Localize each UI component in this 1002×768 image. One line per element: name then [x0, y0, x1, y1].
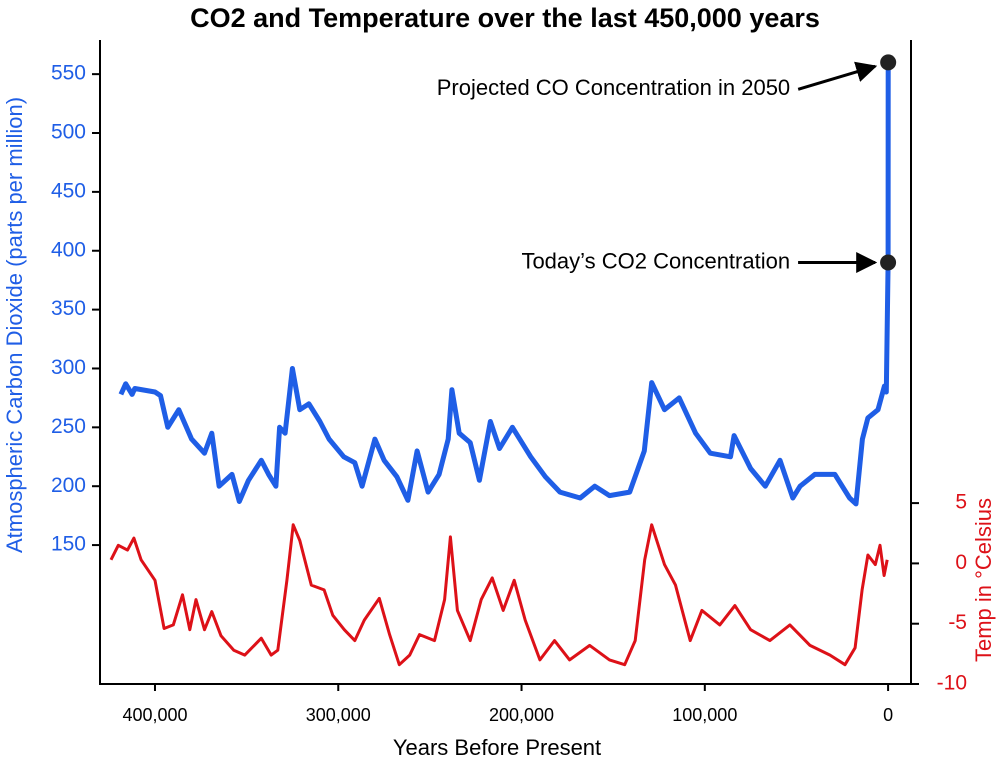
y2-tick-label: -10 — [937, 672, 967, 695]
annotation-point — [880, 254, 897, 271]
y-tick-label: 450 — [51, 179, 86, 202]
y-tick-label: 550 — [51, 62, 86, 85]
annotation-text: Today’s CO2 Concentration — [521, 248, 790, 273]
chart-title: CO2 and Temperature over the last 450,00… — [190, 3, 820, 33]
x-tick-label: 200,000 — [489, 705, 554, 725]
y-tick-label: 350 — [51, 297, 86, 320]
annotation-point — [880, 54, 897, 71]
x-tick-label: 300,000 — [306, 705, 371, 725]
y-tick-label: 250 — [51, 415, 86, 438]
y2-axis-title: Temp in °Celsius — [971, 498, 996, 662]
y-tick-label: 400 — [51, 238, 86, 261]
y2-tick-label: 0 — [955, 551, 967, 574]
series-line — [109, 523, 889, 667]
x-tick-label: 100,000 — [672, 705, 737, 725]
x-axis-title: Years Before Present — [393, 735, 601, 760]
y-tick-label: 300 — [51, 356, 86, 379]
x-tick-label: 0 — [883, 705, 893, 725]
y-axis-title: Atmospheric Carbon Dioxide (parts per mi… — [2, 97, 27, 553]
annotation-arrow — [797, 61, 878, 91]
y-tick-label: 200 — [51, 474, 86, 497]
y2-tick-label: 5 — [955, 491, 967, 514]
y-tick-label: 150 — [51, 533, 86, 556]
annotation-text: Projected CO Concentration in 2050 — [437, 75, 790, 100]
series-line — [118, 62, 891, 507]
x-tick-label: 400,000 — [122, 705, 187, 725]
y2-tick-label: -5 — [948, 611, 967, 634]
y-tick-label: 500 — [51, 121, 86, 144]
